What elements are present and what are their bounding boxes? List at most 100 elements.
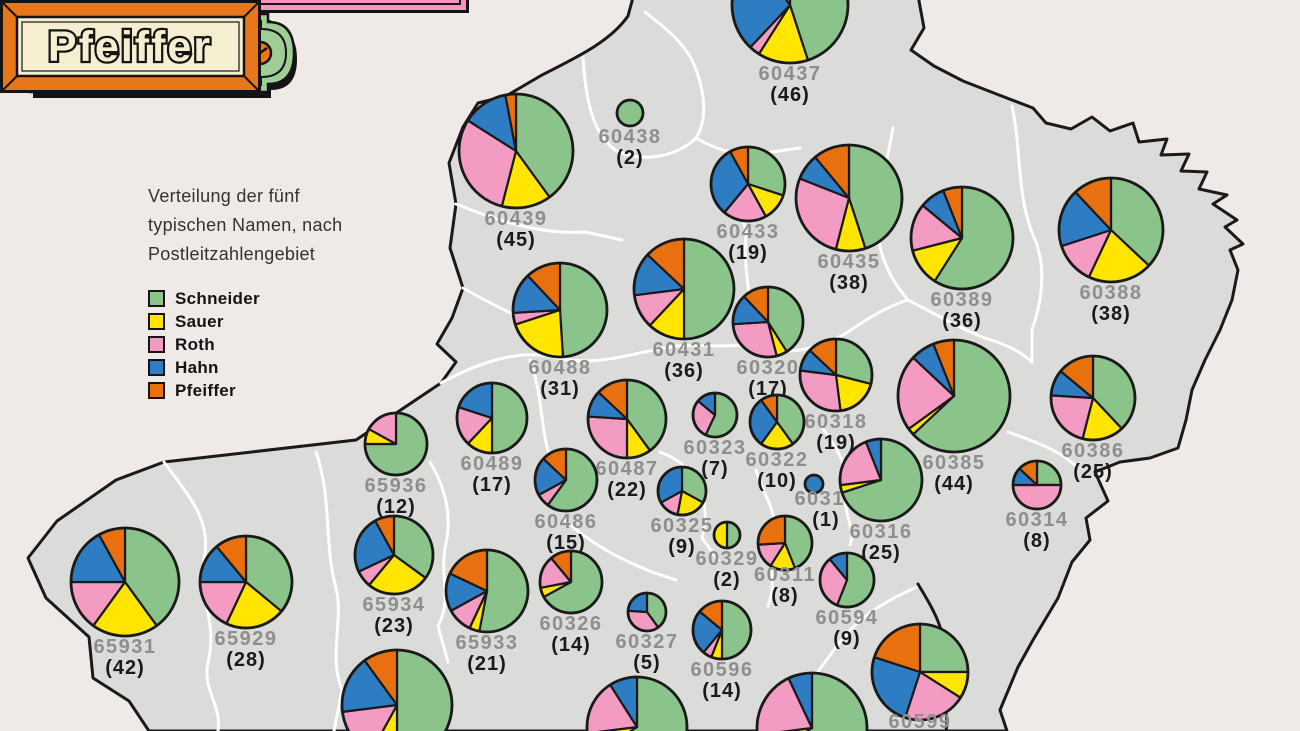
plz-label: 60438	[598, 126, 661, 148]
pie-60596: 60596(14)	[690, 599, 753, 702]
pie-area	[585, 675, 689, 731]
pie-60327: 60327(5)	[615, 591, 678, 674]
count-label: (17)	[472, 474, 512, 496]
plz-label: 60325	[650, 515, 713, 537]
legend-title: Verteilung der fünf typischen Namen, nac…	[148, 182, 378, 269]
legend-item-label: Roth	[175, 334, 215, 354]
pie-60438: 60438(2)	[598, 98, 661, 169]
plz-label: 60389	[930, 289, 993, 311]
pie-outline	[691, 391, 739, 439]
pie-outline	[731, 285, 805, 359]
pie-65931: 65931(42)	[69, 526, 181, 679]
pie-outline	[755, 671, 869, 731]
city-boundary	[26, 0, 1245, 731]
plz-label: 60489	[460, 453, 523, 475]
pie-slice-sauer	[779, 726, 814, 731]
pie-60322: 60322(10)	[745, 393, 808, 492]
pie-outline	[1011, 459, 1063, 511]
legend-item-roth: Roth	[148, 333, 378, 356]
pie-65933: 65933(21)	[444, 548, 530, 675]
pie-60386: 60386(25)	[1049, 354, 1137, 483]
plz-label: 60318	[804, 411, 867, 433]
schneider-color-swatch	[148, 290, 165, 307]
plz-label: 60316	[849, 521, 912, 543]
pie-outline	[615, 98, 645, 128]
pie-60385: 60385(44)	[896, 338, 1012, 495]
count-label: (10)	[757, 470, 797, 492]
count-label: (12)	[376, 496, 416, 518]
count-label: (38)	[1091, 303, 1131, 325]
pie-60433: 60433(19)	[709, 145, 787, 264]
count-label: (46)	[770, 84, 810, 106]
pie-60320: 60320(17)	[731, 285, 805, 400]
legend-item-hahn: Hahn	[148, 356, 378, 379]
legend-item-label: Pfeiffer	[175, 380, 236, 400]
plz-label: 60594	[815, 607, 878, 629]
count-label: (25)	[1073, 461, 1113, 483]
plz-label: 60329	[695, 548, 758, 570]
count-label: (2)	[616, 147, 643, 169]
pie-outline	[756, 514, 814, 572]
pie-60489: 60489(17)	[455, 381, 529, 496]
plz-label: 60385	[922, 452, 985, 474]
pie-outline	[457, 92, 575, 210]
count-label: (21)	[467, 653, 507, 675]
pie-outline	[1057, 176, 1165, 284]
plz-label: 60314	[1005, 509, 1068, 531]
count-label: (36)	[664, 360, 704, 382]
count-label: (8)	[1023, 530, 1050, 552]
pie-outline	[909, 185, 1015, 291]
pie-outline	[455, 381, 529, 455]
plz-label: 65933	[455, 632, 518, 654]
legend-item-label: Sauer	[175, 311, 224, 331]
pie-60325: 60325(9)	[650, 465, 713, 558]
pie-outline	[626, 591, 668, 633]
count-label: (15)	[546, 532, 586, 554]
count-label: (5)	[633, 652, 660, 674]
pfeiffer-sign: Pfeiffer	[0, 0, 261, 93]
count-label: (9)	[833, 628, 860, 650]
plz-label: 60320	[736, 357, 799, 379]
pie-65936: 65936(12)	[363, 411, 429, 518]
plz-label: 60388	[1079, 282, 1142, 304]
pie-60329: 60329(2)	[695, 520, 758, 591]
plz-label: 60386	[1061, 440, 1124, 462]
pie-60389: 60389(36)	[909, 185, 1015, 332]
pie-outline	[691, 599, 753, 661]
pie-outline	[798, 337, 874, 413]
pfeiffer-color-swatch	[148, 382, 165, 399]
pie-outline	[712, 520, 742, 550]
pie-60599: 60599	[870, 622, 970, 731]
pie-outline	[818, 551, 876, 609]
legend: Verteilung der fünf typischen Namen, nac…	[148, 182, 378, 402]
pfeiffer-sign-panel	[15, 15, 246, 78]
plz-label: 60488	[528, 357, 591, 379]
pie-outline	[803, 473, 825, 495]
pie-60314: 60314(8)	[1005, 459, 1068, 552]
pie-outline	[838, 437, 924, 523]
plz-label: 65936	[364, 475, 427, 497]
count-label: (31)	[540, 378, 580, 400]
pie-60439: 60439(45)	[457, 92, 575, 251]
count-label: (8)	[771, 585, 798, 607]
pfeiffer-sign-label: Pfeiffer	[48, 23, 212, 71]
pie-60437: 60437(46)	[730, 0, 850, 106]
pie-60311: 60311(8)	[754, 514, 815, 607]
pie-outline	[730, 0, 850, 65]
pie-outline	[340, 648, 454, 731]
plz-label: 60323	[683, 437, 746, 459]
plz-label: 65929	[214, 628, 277, 650]
sauer-color-swatch	[148, 313, 165, 330]
legend-item-label: Hahn	[175, 357, 219, 377]
pie-65929: 65929(28)	[198, 534, 294, 671]
plz-label: 60326	[539, 613, 602, 635]
plz-label: 60322	[745, 449, 808, 471]
plz-label: 60327	[615, 631, 678, 653]
pie-60594: 60594(9)	[815, 551, 878, 650]
pie-outline	[444, 548, 530, 634]
pie-outline	[656, 465, 708, 517]
plz-label: 60487	[595, 458, 658, 480]
legend-item-schneider: Schneider	[148, 287, 378, 310]
